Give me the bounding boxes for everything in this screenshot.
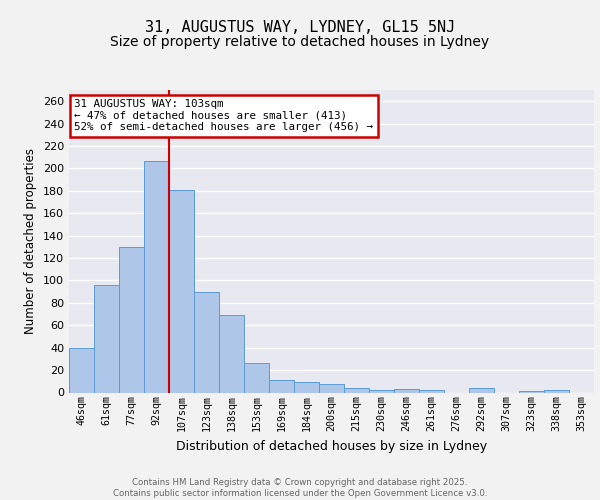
- Bar: [294, 382, 319, 392]
- X-axis label: Distribution of detached houses by size in Lydney: Distribution of detached houses by size …: [176, 440, 487, 452]
- Bar: [144, 160, 169, 392]
- Bar: [94, 285, 119, 393]
- Text: Contains HM Land Registry data © Crown copyright and database right 2025.
Contai: Contains HM Land Registry data © Crown c…: [113, 478, 487, 498]
- Bar: [544, 390, 569, 392]
- Bar: [169, 190, 194, 392]
- Bar: [419, 390, 444, 392]
- Bar: [269, 380, 294, 392]
- Bar: [194, 292, 219, 392]
- Text: Size of property relative to detached houses in Lydney: Size of property relative to detached ho…: [110, 35, 490, 49]
- Bar: [244, 364, 269, 392]
- Bar: [394, 389, 419, 392]
- Bar: [369, 390, 394, 392]
- Text: 31, AUGUSTUS WAY, LYDNEY, GL15 5NJ: 31, AUGUSTUS WAY, LYDNEY, GL15 5NJ: [145, 20, 455, 35]
- Bar: [219, 315, 244, 392]
- Y-axis label: Number of detached properties: Number of detached properties: [25, 148, 37, 334]
- Bar: [319, 384, 344, 392]
- Bar: [119, 247, 144, 392]
- Text: 31 AUGUSTUS WAY: 103sqm
← 47% of detached houses are smaller (413)
52% of semi-d: 31 AUGUSTUS WAY: 103sqm ← 47% of detache…: [74, 99, 373, 132]
- Bar: [469, 388, 494, 392]
- Bar: [69, 348, 94, 393]
- Bar: [344, 388, 369, 392]
